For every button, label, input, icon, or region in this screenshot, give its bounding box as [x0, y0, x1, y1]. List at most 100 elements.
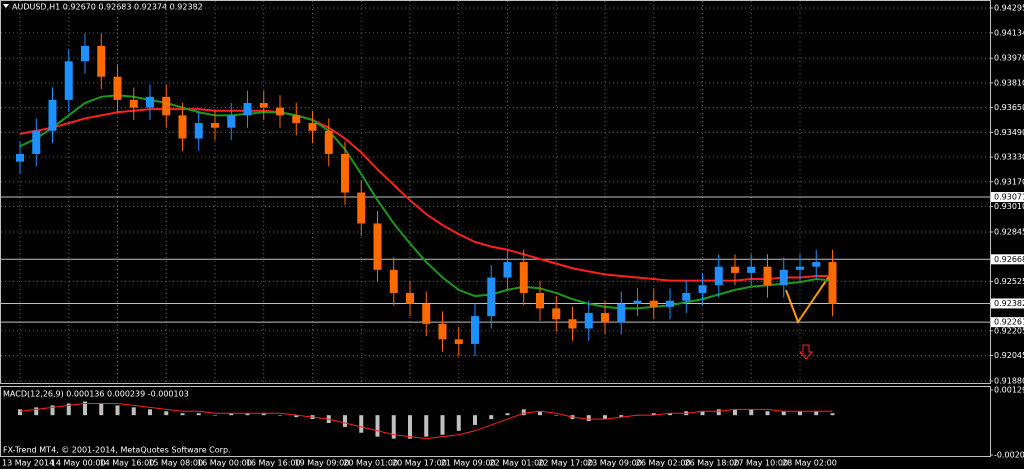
y-tick-label: -0.00204 — [994, 451, 1024, 460]
moving-average — [19, 108, 833, 282]
candle-body — [796, 266, 804, 270]
candle-body — [601, 313, 609, 323]
macd-bar — [83, 401, 87, 416]
candle-body — [16, 153, 24, 162]
macd-bar — [619, 415, 624, 418]
candle-body — [747, 266, 756, 273]
candle-body — [178, 115, 187, 139]
candle-body — [194, 123, 203, 139]
macd-bar — [554, 415, 559, 416]
candle-body — [324, 130, 333, 154]
menu-arrow — [3, 4, 9, 8]
y-tick-label: 0.93170 — [994, 177, 1024, 186]
level-label: 0.92261 — [994, 318, 1024, 327]
moving-average — [19, 94, 833, 310]
candle-body — [438, 323, 447, 340]
x-tick-label: 22 May 01:00 — [490, 459, 545, 468]
y-tick-label: 0.92845 — [994, 227, 1024, 236]
y-tick-label: 0.93490 — [994, 128, 1024, 137]
candle-body — [471, 316, 479, 344]
candle-body — [536, 292, 544, 309]
chart-title: AUDUSD,H1 0.92670 0.92683 0.92374 0.9238… — [12, 3, 203, 12]
x-tick-label: 26 May 18:00 — [685, 459, 740, 468]
candle-body — [714, 266, 723, 286]
macd-bar — [148, 409, 152, 416]
signal-line — [19, 402, 833, 440]
x-tick-label: 27 May 10:00 — [733, 459, 788, 468]
candle-body — [828, 262, 837, 304]
macd-bar — [343, 415, 347, 427]
level-label: 0.93071 — [994, 193, 1024, 202]
macd-bar — [278, 415, 282, 416]
macd-bar — [18, 409, 22, 416]
x-tick-label: 28 May 02:00 — [782, 459, 837, 468]
macd-bar — [131, 407, 136, 416]
y-tick-label: 0.92525 — [994, 277, 1024, 286]
macd-bar — [700, 411, 705, 416]
macd-bar — [294, 415, 299, 418]
x-tick-label: 13 May 2014 — [2, 459, 54, 468]
macd-bar — [473, 415, 477, 425]
macd-bar — [603, 415, 607, 420]
macd-bar — [505, 413, 510, 416]
candle-body — [568, 319, 577, 329]
macd-bar — [749, 409, 754, 416]
candle-body — [519, 262, 528, 293]
macd-bar — [733, 409, 737, 416]
candle-body — [129, 99, 138, 108]
candle-body — [682, 292, 691, 301]
macd-bar — [798, 411, 802, 416]
candle-body — [48, 99, 57, 131]
candle-body — [162, 96, 171, 116]
candle-body — [389, 269, 398, 293]
level-box — [991, 298, 1024, 309]
x-tick-label: 14 May 00:00 — [51, 459, 106, 468]
y-tick-label: 0.93010 — [994, 202, 1024, 211]
y-tick-label: 0.93650 — [994, 103, 1024, 112]
x-tick-label: 19 May 09:00 — [295, 459, 350, 468]
x-tick-label: 20 May 01:00 — [343, 459, 398, 468]
candle-body — [406, 292, 414, 304]
candle-body — [357, 192, 366, 224]
candle-body — [633, 300, 642, 304]
level-label: 0.92382 — [994, 299, 1024, 308]
macd-bar — [521, 409, 526, 416]
candle-body — [812, 262, 821, 267]
macd-bar — [213, 415, 217, 416]
x-tick-label: 16 May 16:00 — [246, 459, 301, 468]
macd-title: MACD(12,26,9) 0.000136 0.000239 -0.00010… — [3, 390, 189, 399]
macd-bar — [115, 405, 120, 416]
macd-frame — [0, 386, 991, 457]
level-box — [991, 192, 1024, 203]
x-tick-label: 23 May 09:00 — [587, 459, 642, 468]
macd-bar — [375, 415, 380, 437]
candle-body — [487, 277, 496, 317]
macd-bar — [408, 415, 412, 439]
macd-bar — [765, 411, 770, 416]
macd-bar — [261, 413, 266, 416]
candle-body — [146, 96, 154, 108]
x-tick-label: 14 May 16:00 — [100, 459, 155, 468]
macd-bar — [424, 415, 429, 437]
candle-body — [763, 266, 772, 286]
candle-body — [113, 76, 122, 100]
candle-body — [422, 303, 431, 324]
macd-bar — [391, 415, 396, 439]
macd-bar — [456, 415, 461, 431]
candle-body — [454, 339, 463, 344]
macd-bar — [651, 413, 656, 416]
macd-bar — [830, 413, 835, 416]
candle-body — [211, 123, 219, 128]
y-tick-label: 0.00129 — [994, 386, 1024, 395]
candle-body — [32, 130, 41, 154]
macd-bar — [34, 407, 39, 416]
candle-body — [259, 102, 268, 108]
candle-body — [341, 153, 349, 193]
macd-bar — [180, 413, 185, 416]
candle-body — [292, 115, 301, 124]
macd-bar — [814, 411, 819, 416]
x-tick-label: 16 May 00:00 — [197, 459, 252, 468]
y-tick-label: 0.93330 — [994, 153, 1024, 162]
candle-body — [779, 269, 788, 286]
